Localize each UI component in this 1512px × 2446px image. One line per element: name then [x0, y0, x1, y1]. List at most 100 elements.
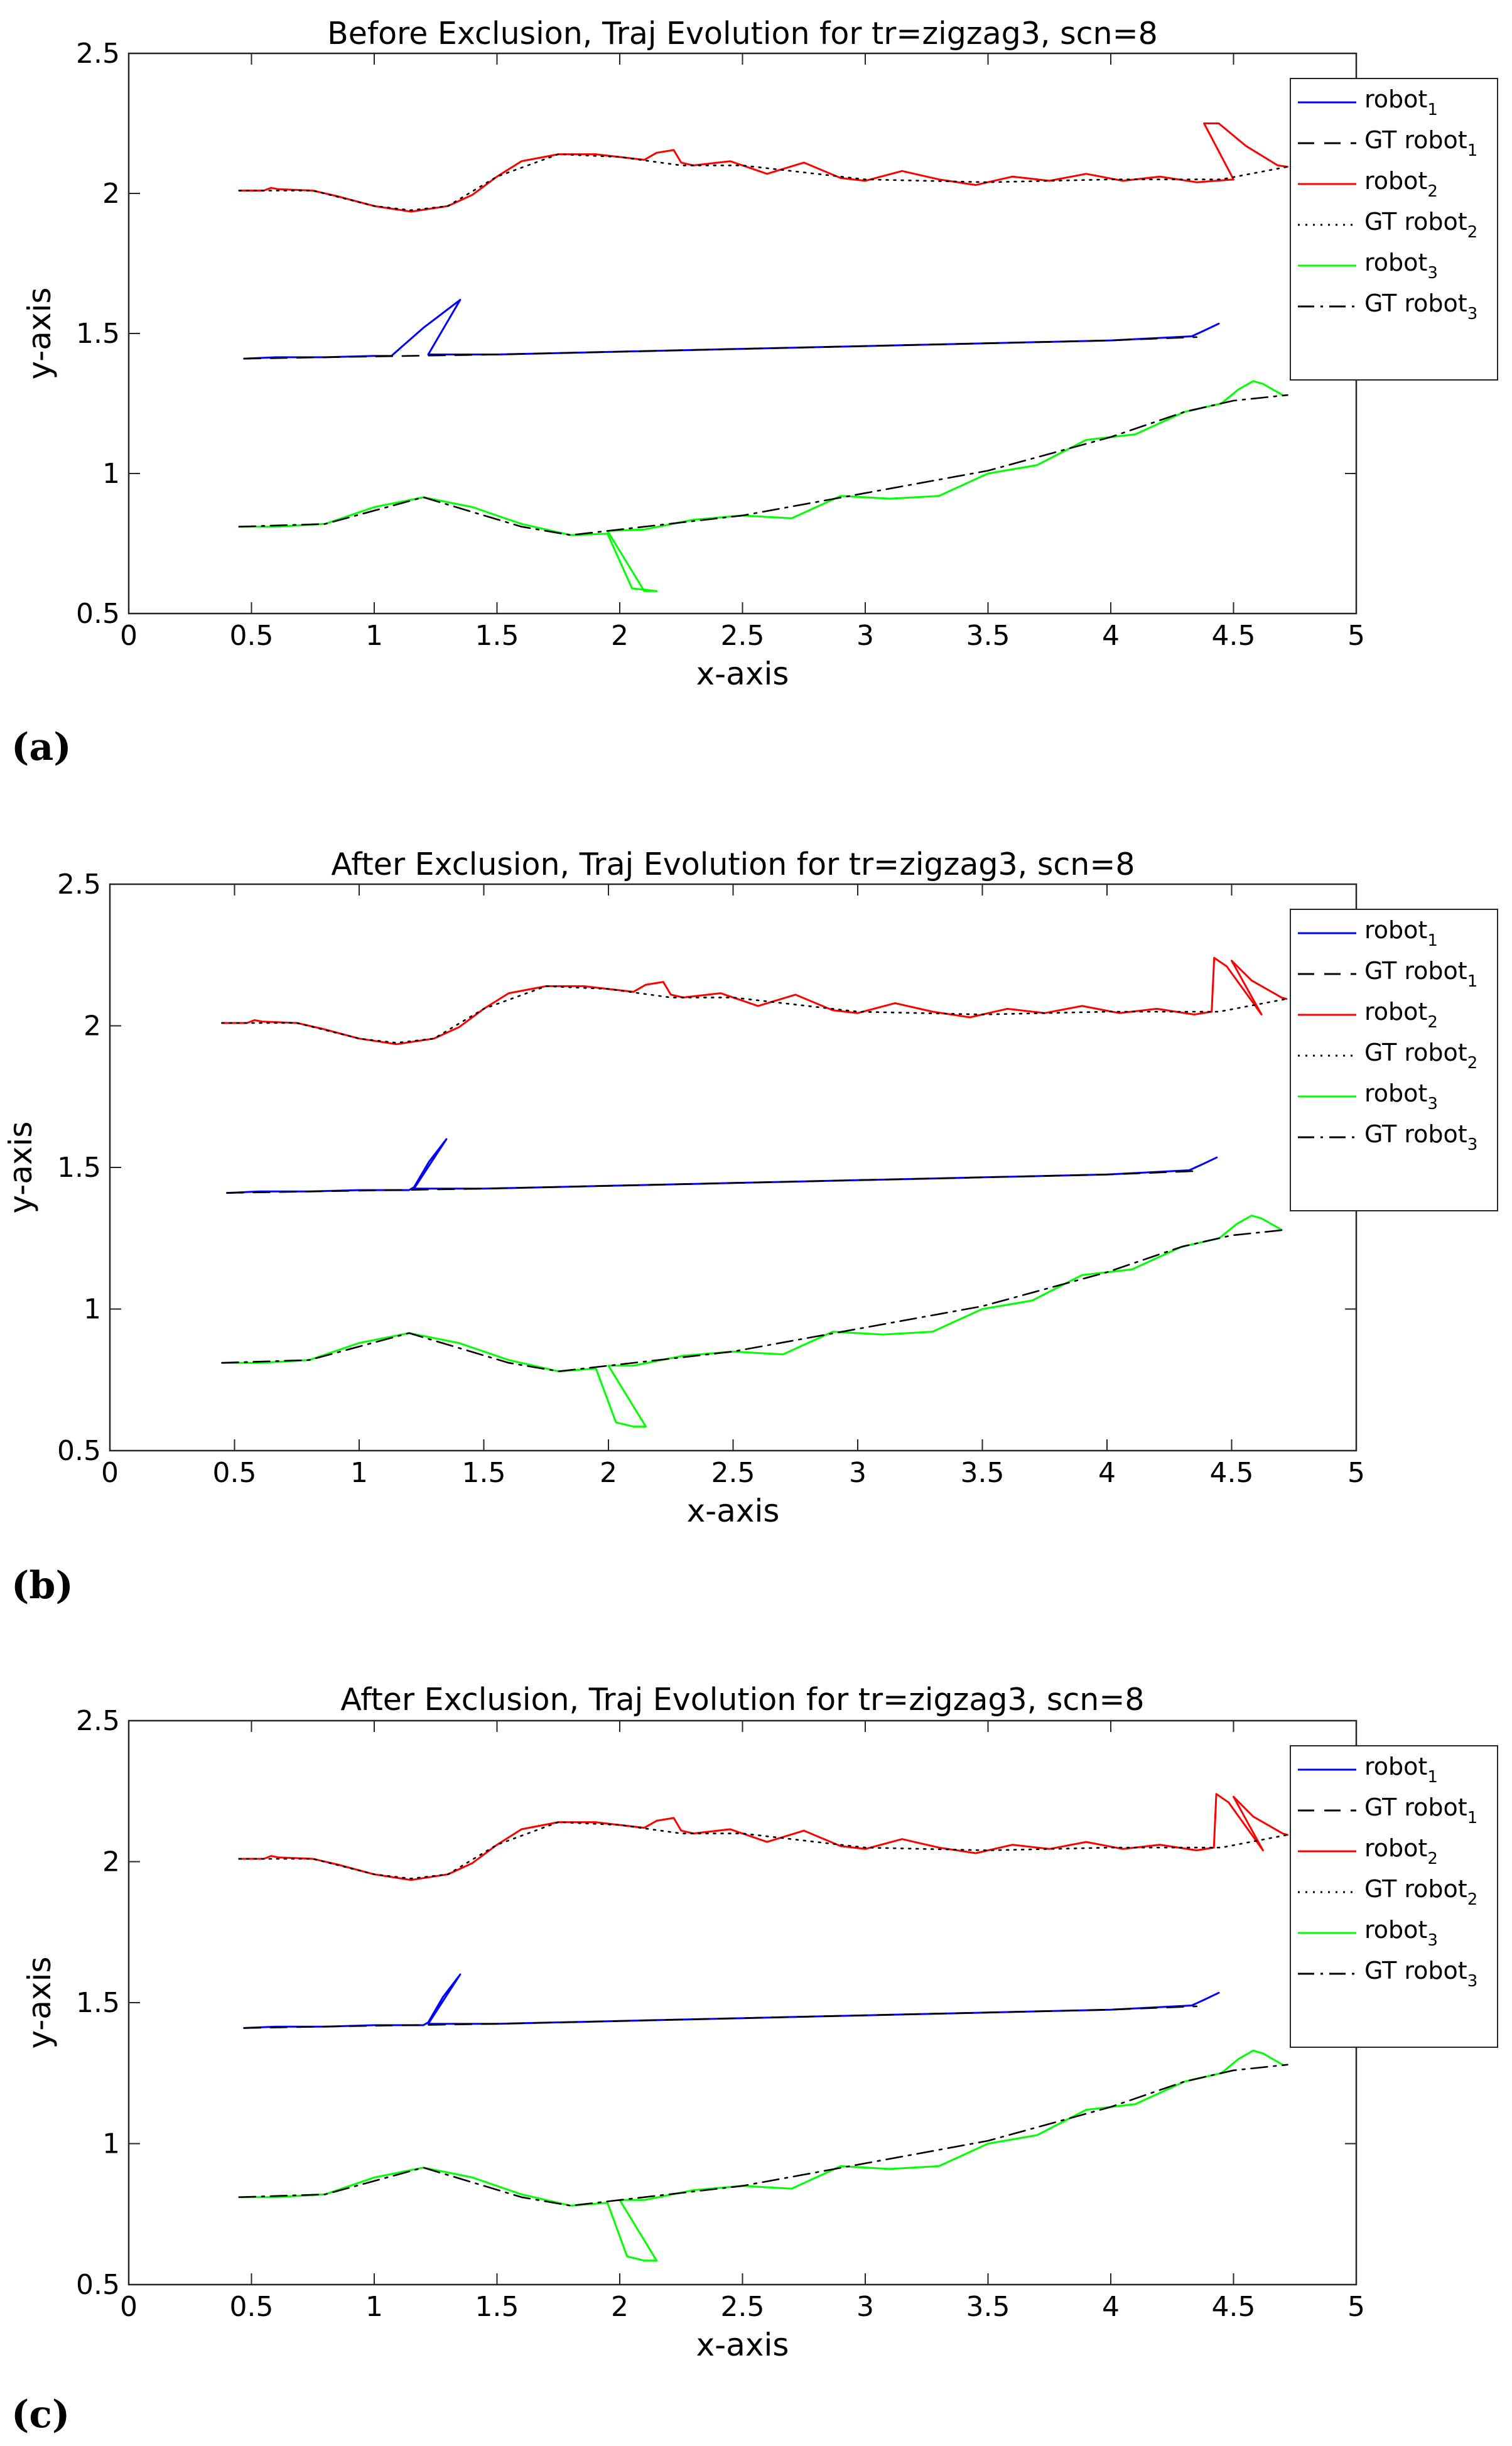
series-line-robot2: [238, 1793, 1288, 1881]
x-tick-label: 3: [856, 620, 874, 652]
y-tick-label: 2.5: [57, 869, 101, 901]
y-tick-label: 2: [84, 1010, 101, 1042]
chart-title: After Exclusion, Traj Evolution for tr=z…: [340, 1682, 1144, 1718]
series-line-robot3: [221, 1215, 1283, 1428]
x-tick-label: 3: [849, 1457, 867, 1489]
x-tick-label: 4: [1102, 2291, 1120, 2323]
legend-entry-label: GT robot3: [1364, 1120, 1477, 1154]
series-line-gt-robot3: [221, 1228, 1288, 1372]
legend-box: [1290, 1745, 1498, 2048]
x-tick-label: 2: [611, 2291, 629, 2323]
x-tick-label: 1: [350, 1457, 368, 1489]
series-line-gt-robot2: [238, 153, 1288, 212]
y-tick-label: 2.5: [76, 38, 120, 70]
legend-entry-label: robot3: [1364, 1080, 1438, 1113]
x-axis-label: x-axis: [696, 656, 789, 692]
y-tick-label: 0.5: [57, 1435, 101, 1467]
legend: robot1 GT robot1 robot2 GT robot2 robot3 GT r…: [1290, 78, 1498, 381]
x-tick-label: 0.5: [213, 1457, 257, 1489]
plot-area-frame: [109, 883, 1358, 1452]
legend-box: [1290, 909, 1498, 1211]
legend-entry-label: robot1: [1364, 1753, 1438, 1787]
chart-title: After Exclusion, Traj Evolution for tr=z…: [331, 847, 1135, 882]
figure-caption: (a): [11, 725, 72, 769]
x-tick-label: 1.5: [475, 620, 519, 652]
legend: robot1 GT robot1 robot2 GT robot2 robot3 GT r…: [1290, 909, 1498, 1211]
x-axis-label: x-axis: [687, 1493, 780, 1529]
series-line-gt-robot3: [238, 2064, 1288, 2207]
legend-entry-label: robot2: [1364, 167, 1438, 201]
x-tick-label: 1.5: [475, 2291, 519, 2323]
x-tick-label: 3: [856, 2291, 874, 2323]
figure-caption: (c): [11, 2393, 70, 2437]
series-line-gt-robot1: [243, 2005, 1198, 2029]
x-tick-label: 3.5: [966, 620, 1010, 652]
x-tick-label: 1: [365, 2291, 383, 2323]
series-line-gt-robot1: [226, 1170, 1196, 1194]
legend-entry-label: robot1: [1364, 916, 1438, 950]
x-tick-label: 4.5: [1212, 2291, 1256, 2323]
x-tick-label: 4: [1102, 620, 1120, 652]
plot-area-frame: [127, 52, 1358, 615]
legend-entry-label: robot3: [1364, 249, 1438, 283]
y-tick-label: 2: [102, 1846, 120, 1878]
x-tick-label: 0: [101, 1457, 119, 1489]
x-tick-label: 0: [120, 620, 138, 652]
y-tick-label: 1: [84, 1294, 101, 1326]
y-tick-label: 2.5: [76, 1705, 120, 1737]
y-tick-label: 1.5: [76, 1987, 120, 2019]
x-tick-label: 2.5: [721, 2291, 765, 2323]
x-tick-label: 5: [1347, 1457, 1365, 1489]
legend-entry-label: GT robot2: [1364, 208, 1477, 242]
y-tick-label: 1.5: [57, 1152, 101, 1184]
y-tick-label: 1: [102, 2128, 120, 2160]
series-group: [238, 1793, 1288, 2262]
figure-caption: (b): [11, 1564, 73, 1608]
series-line-robot1: [226, 1138, 1218, 1194]
chart-panel-3: After Exclusion, Traj Evolution for tr=z…: [21, 1682, 1498, 2363]
legend-entry-label: GT robot2: [1364, 1875, 1477, 1909]
x-tick-label: 4: [1098, 1457, 1116, 1489]
series-line-robot2: [238, 122, 1288, 213]
plot-area-frame: [127, 1719, 1358, 2286]
legend-entry-label: robot3: [1364, 1916, 1438, 1950]
x-tick-label: 2: [600, 1457, 617, 1489]
x-tick-label: 3.5: [961, 1457, 1005, 1489]
y-axis-label: y-axis: [3, 1122, 39, 1214]
y-axis-label: y-axis: [21, 1957, 58, 2049]
x-tick-label: 2: [611, 620, 629, 652]
series-line-gt-robot2: [221, 985, 1288, 1044]
series-line-gt-robot3: [238, 394, 1288, 536]
chart-panel-2: After Exclusion, Traj Evolution for tr=z…: [3, 847, 1498, 1529]
x-tick-label: 1: [365, 620, 383, 652]
x-tick-label: 5: [1347, 620, 1365, 652]
x-axis-label: x-axis: [696, 2327, 789, 2363]
legend-entry-label: robot1: [1364, 85, 1438, 119]
x-tick-label: 1.5: [462, 1457, 506, 1489]
legend-entry-label: robot2: [1364, 998, 1438, 1032]
series-group: [238, 122, 1288, 592]
legend: robot1 GT robot1 robot2 GT robot2 robot3 GT r…: [1290, 1745, 1498, 2048]
x-tick-label: 5: [1347, 2291, 1365, 2323]
legend-entry-label: robot2: [1364, 1834, 1438, 1868]
y-tick-label: 0.5: [76, 598, 120, 630]
series-line-robot3: [238, 2049, 1284, 2262]
legend-entry-label: GT robot1: [1364, 1794, 1477, 1827]
y-tick-label: 2: [102, 178, 120, 210]
legend-entry-label: GT robot1: [1364, 126, 1477, 160]
x-tick-label: 0: [120, 2291, 138, 2323]
x-tick-label: 3.5: [966, 2291, 1010, 2323]
legend-entry-label: GT robot3: [1364, 290, 1477, 323]
legend-entry-label: GT robot1: [1364, 957, 1477, 991]
legend-entry-label: GT robot3: [1364, 1957, 1477, 1991]
series-line-gt-robot2: [238, 1821, 1288, 1880]
y-tick-label: 1: [102, 458, 120, 490]
series-line-robot1: [243, 1973, 1220, 2029]
series-line-robot3: [238, 380, 1284, 592]
series-group: [221, 956, 1288, 1428]
chart-panel-1: Before Exclusion, Traj Evolution for tr=…: [21, 16, 1498, 692]
x-tick-label: 0.5: [230, 2291, 274, 2323]
legend-box: [1290, 78, 1498, 381]
x-tick-label: 0.5: [230, 620, 274, 652]
